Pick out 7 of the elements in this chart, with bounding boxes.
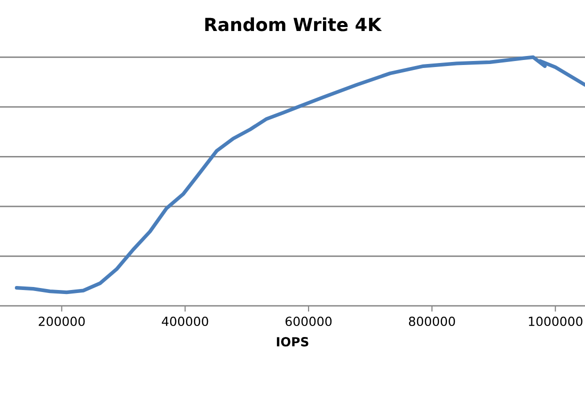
x-tick-label: 600000 [286, 316, 332, 326]
chart-title: Random Write 4K [205, 17, 382, 32]
x-tick-label: 800000 [408, 316, 455, 326]
x-tick-label: 1000000 [528, 316, 582, 326]
x-tick-label: 400000 [162, 316, 208, 326]
x-axis-title: IOPS [276, 337, 308, 346]
x-tick-label: 200000 [38, 316, 85, 326]
